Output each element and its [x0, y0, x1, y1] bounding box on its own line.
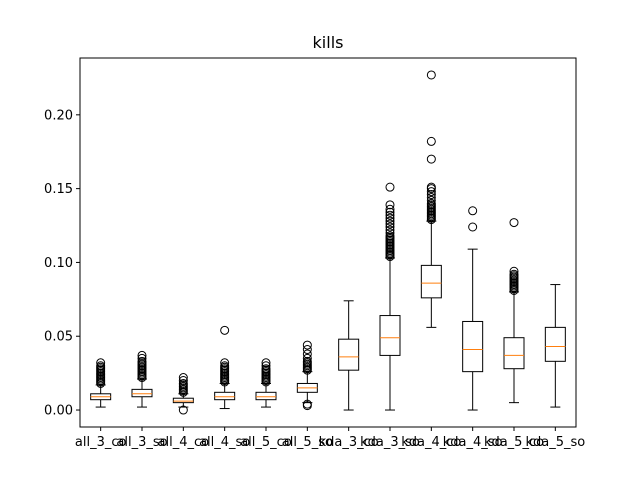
outlier-point — [385, 222, 395, 232]
y-tick-label: 0.15 — [44, 182, 73, 197]
iqr-box — [131, 388, 153, 398]
outlier-point — [302, 399, 312, 409]
outlier-point — [220, 361, 230, 371]
x-tick-label: kda_5_co — [484, 435, 544, 450]
chart-title: kills — [313, 33, 344, 52]
outlier-point — [426, 198, 436, 208]
outlier-point — [385, 182, 395, 192]
outlier-point — [385, 216, 395, 226]
x-tick-label: all_3_co — [75, 435, 127, 450]
iqr-box — [379, 315, 401, 356]
x-tick-label: kda_3_co — [319, 435, 379, 450]
outlier-point — [96, 358, 106, 368]
x-tick-label: all_3_so — [116, 435, 167, 450]
outlier-point — [468, 222, 478, 232]
y-tick-label: 0.20 — [44, 108, 73, 123]
iqr-box — [544, 326, 566, 362]
iqr-box — [255, 391, 277, 401]
x-tick-label: kda_5_so — [525, 435, 585, 450]
outlier-point — [385, 228, 395, 238]
outlier-point — [302, 340, 312, 350]
x-tick-label: all_5_co — [240, 435, 292, 450]
iqr-box — [462, 320, 484, 373]
outlier-point — [96, 361, 106, 371]
outlier-point — [426, 136, 436, 146]
outlier-point — [302, 345, 312, 355]
iqr-box — [172, 397, 194, 404]
outlier-point — [261, 364, 271, 374]
outlier-point — [220, 358, 230, 368]
outlier-point — [178, 405, 188, 415]
outlier-point — [509, 269, 519, 279]
outlier-point — [385, 213, 395, 223]
outlier-point — [426, 190, 436, 200]
outlier-point — [178, 376, 188, 386]
iqr-box — [214, 391, 236, 401]
outlier-point — [426, 182, 436, 192]
iqr-box — [503, 337, 525, 370]
outlier-point — [385, 200, 395, 210]
iqr-box — [420, 264, 442, 299]
outlier-point — [385, 225, 395, 235]
x-tick-label: kda_3_so — [360, 435, 420, 450]
axes-frame — [79, 57, 577, 428]
outlier-point — [385, 219, 395, 229]
outlier-point — [178, 373, 188, 383]
plot-area: 0.000.050.100.150.20all_3_coall_3_soall_… — [44, 70, 585, 450]
outlier-point — [302, 349, 312, 359]
outlier-point — [302, 353, 312, 363]
outlier-point — [137, 353, 147, 363]
y-tick-label: 0.05 — [44, 330, 73, 345]
outlier-point — [385, 207, 395, 217]
outlier-point — [302, 356, 312, 366]
y-tick-label: 0.10 — [44, 256, 73, 271]
outlier-point — [137, 356, 147, 366]
x-tick-label: kda_4_so — [443, 435, 503, 450]
outlier-point — [261, 358, 271, 368]
outlier-point — [426, 192, 436, 202]
x-tick-label: all_4_co — [158, 435, 210, 450]
outlier-point — [426, 154, 436, 164]
outlier-point — [426, 187, 436, 197]
outlier-point — [426, 70, 436, 80]
outlier-point — [385, 204, 395, 214]
outlier-point — [385, 210, 395, 220]
outlier-point — [178, 378, 188, 388]
iqr-box — [338, 338, 360, 371]
outlier-point — [261, 361, 271, 371]
x-tick-label: all_5_so — [282, 435, 333, 450]
outlier-point — [220, 325, 230, 335]
outlier-point — [426, 195, 436, 205]
x-tick-label: all_4_so — [199, 435, 250, 450]
y-tick-label: 0.00 — [44, 404, 73, 419]
x-tick-label: kda_4_co — [401, 435, 461, 450]
outlier-point — [509, 266, 519, 276]
outlier-point — [137, 350, 147, 360]
outlier-point — [385, 231, 395, 241]
outlier-point — [468, 206, 478, 216]
outlier-point — [509, 218, 519, 228]
